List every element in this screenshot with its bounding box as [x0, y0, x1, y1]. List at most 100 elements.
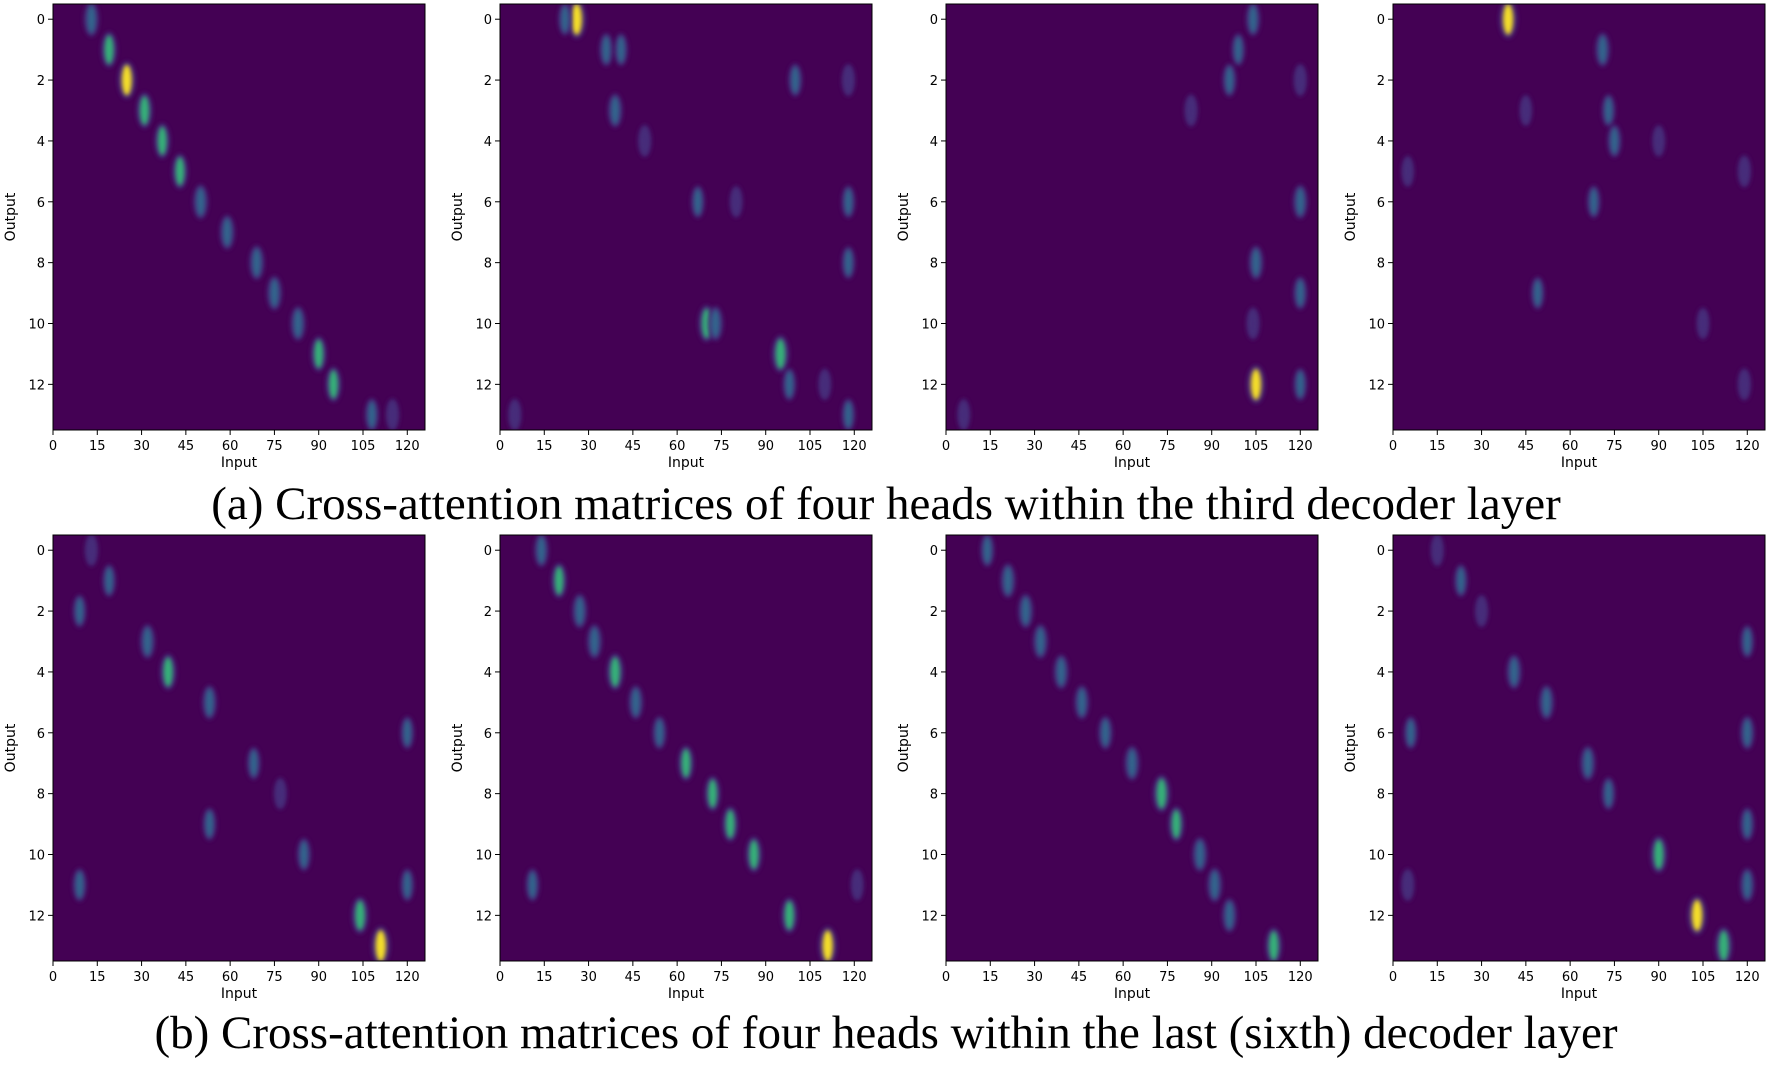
y-tick-label: 4: [930, 135, 938, 150]
x-tick-label: 0: [49, 439, 57, 454]
y-tick-label: 8: [1377, 257, 1385, 272]
attention-peak: [87, 5, 96, 34]
heatmap-a-head-3: 0 15 30 45 60 75 90 105 120 0 2 4 6 8 10 12 Input Output: [896, 3, 1319, 471]
heatmap-a-head-4: 0 15 30 45 60 75 90 105 120 0 2 4 6 8 10 12 Input Output: [1343, 3, 1766, 471]
x-tick-label: 30: [580, 970, 597, 985]
y-tick-label: 4: [930, 666, 938, 681]
attention-peak: [1691, 899, 1703, 931]
axes-frame: [945, 3, 1319, 431]
attention-peak: [75, 871, 84, 899]
attention-peak: [1251, 248, 1261, 277]
x-tick-label: 30: [580, 439, 597, 454]
attention-peak: [821, 371, 829, 398]
y-tick-label: 6: [930, 196, 938, 211]
attention-cells: [1401, 4, 1752, 401]
y-tick-label: 4: [1377, 135, 1385, 150]
attention-peak: [784, 900, 794, 930]
x-tick-label: 105: [351, 970, 376, 985]
attention-peak: [610, 657, 620, 687]
attention-peak: [1021, 597, 1031, 626]
y-tick-label: 12: [475, 909, 492, 924]
attention-peak: [1404, 871, 1412, 898]
x-tick-label: 30: [1473, 439, 1490, 454]
attention-cells: [1401, 535, 1755, 961]
y-tick-label: 2: [930, 74, 938, 89]
attention-peak: [1433, 537, 1442, 564]
x-tick-label: 105: [351, 439, 376, 454]
y-tick-label: 0: [37, 13, 45, 28]
attention-peak: [960, 401, 968, 428]
attention-cells: [83, 4, 400, 430]
x-tick-label: 75: [1606, 970, 1623, 985]
x-tick-label: 75: [713, 439, 730, 454]
x-tick-label: 105: [1691, 439, 1716, 454]
x-tick-label: 0: [49, 970, 57, 985]
attention-peak: [105, 567, 113, 594]
x-tick-label: 60: [1562, 970, 1579, 985]
x-tick-label: 90: [1203, 970, 1220, 985]
y-tick-label: 10: [28, 318, 45, 333]
attention-peak: [270, 279, 279, 308]
x-tick-label: 45: [1518, 970, 1535, 985]
attention-peak: [983, 536, 992, 564]
x-tick-label: 120: [1735, 970, 1760, 985]
attention-peak: [602, 36, 611, 64]
attention-peak: [528, 871, 537, 899]
attention-cells: [980, 535, 1283, 961]
attention-peak: [1699, 310, 1707, 337]
attention-peak: [1533, 279, 1542, 307]
y-tick-label: 0: [930, 544, 938, 559]
y-tick-label: 0: [484, 544, 492, 559]
attention-peak: [196, 187, 205, 216]
x-tick-label: 90: [1650, 970, 1667, 985]
y-tick-label: 12: [1368, 909, 1385, 924]
y-tick-label: 10: [475, 849, 492, 864]
y-tick-label: 8: [484, 788, 492, 803]
y-tick-label: 2: [1377, 74, 1385, 89]
attention-peak: [276, 780, 284, 807]
attention-cells: [957, 4, 1308, 430]
attention-peak: [157, 126, 167, 156]
attention-peak: [1743, 810, 1752, 838]
attention-peak: [853, 872, 861, 898]
attention-peak: [1296, 371, 1305, 398]
attention-peak: [1655, 128, 1663, 154]
x-tick-label: 15: [536, 970, 553, 985]
x-tick-label: 120: [395, 970, 420, 985]
axes-frame: [1392, 3, 1766, 431]
x-tick-label: 75: [266, 439, 283, 454]
attention-peak: [617, 36, 625, 63]
heatmap-b-head-4: 0 15 30 45 60 75 90 105 120 0 2 4 6 8 10 12 Input Output: [1343, 534, 1766, 1002]
x-tick-label: 15: [982, 439, 999, 454]
attention-peak: [1598, 35, 1607, 64]
heatmap-b-head-3: 0 15 30 45 60 75 90 105 120 0 2 4 6 8 10 12 Input Output: [896, 534, 1319, 1002]
attention-peak: [590, 627, 599, 656]
attention-cells: [508, 4, 856, 430]
y-tick-label: 6: [37, 196, 45, 211]
attention-peak: [1077, 688, 1086, 717]
x-tick-label: 45: [1071, 439, 1088, 454]
x-tick-label: 15: [89, 970, 106, 985]
y-tick-label: 2: [1377, 605, 1385, 620]
y-tick-label: 12: [475, 378, 492, 393]
attention-peak: [175, 157, 185, 186]
heatmap-background: [53, 4, 425, 430]
x-tick-label: 90: [757, 439, 774, 454]
x-tick-label: 45: [625, 439, 642, 454]
axes-frame: [52, 534, 426, 962]
y-tick-label: 8: [37, 257, 45, 272]
axes-frame: [499, 534, 873, 962]
x-tick-label: 75: [1159, 439, 1176, 454]
attention-peak: [571, 4, 582, 35]
y-axis-label: Output: [450, 192, 466, 241]
y-tick-label: 0: [37, 544, 45, 559]
x-axis-label: Input: [668, 986, 705, 1002]
x-tick-label: 0: [496, 970, 504, 985]
x-tick-label: 45: [1071, 970, 1088, 985]
attention-peak: [403, 719, 412, 746]
y-tick-label: 8: [484, 257, 492, 272]
attention-peak: [1296, 279, 1305, 307]
attention-peak: [640, 127, 649, 154]
x-tick-label: 120: [842, 439, 867, 454]
attention-peak: [163, 657, 173, 687]
